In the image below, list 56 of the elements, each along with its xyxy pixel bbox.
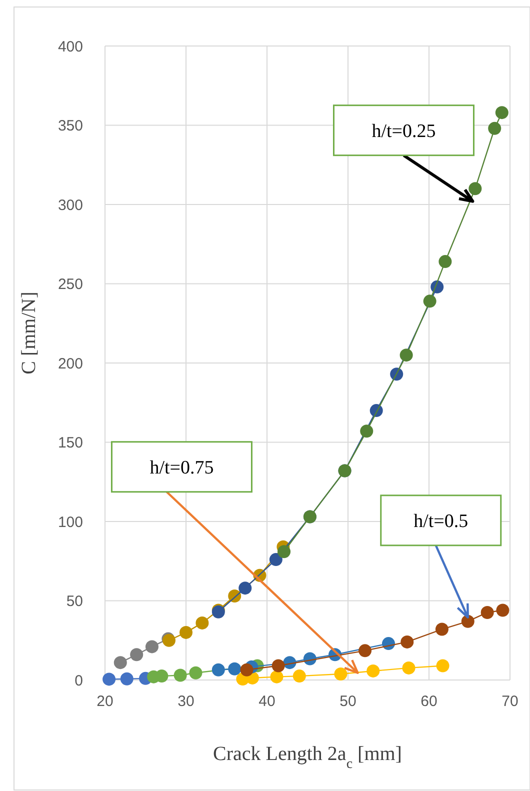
point [212, 663, 225, 676]
y-tick-label: 250 [58, 276, 83, 293]
y-tick-label: 0 [74, 672, 83, 690]
point [468, 182, 482, 196]
point [272, 659, 285, 672]
point [495, 106, 508, 120]
point [358, 644, 372, 658]
point [402, 661, 416, 674]
x-tick-label: 60 [420, 693, 438, 710]
point [240, 663, 254, 676]
point [366, 664, 380, 678]
point [292, 670, 306, 683]
point [334, 667, 348, 680]
annotation: h/t=0.25 [372, 120, 436, 142]
y-tick-label: 50 [66, 593, 83, 610]
point [436, 659, 450, 672]
point [120, 672, 134, 686]
annotation: h/t=0.5 [414, 511, 468, 532]
x-tick-label: 30 [178, 693, 194, 710]
y-tick-label: 100 [58, 514, 83, 531]
point [360, 424, 374, 438]
point [438, 255, 452, 268]
y-tick-label: 350 [58, 118, 83, 134]
point [400, 635, 414, 648]
y-tick-label: 150 [58, 434, 83, 452]
point [461, 614, 474, 628]
point [130, 648, 144, 662]
y-axis-title: C [mm/N] [18, 292, 40, 374]
point [496, 604, 510, 617]
point [189, 666, 202, 680]
point [400, 348, 413, 362]
point [270, 670, 284, 684]
y-tick-label: 200 [58, 355, 83, 372]
point [278, 545, 291, 558]
x-tick-label: 20 [96, 693, 114, 710]
point [145, 640, 158, 654]
point [269, 553, 282, 566]
point [488, 122, 502, 135]
point [102, 672, 116, 686]
point [114, 656, 127, 670]
point [228, 662, 242, 676]
point [480, 606, 494, 619]
x-tick-label: 40 [258, 693, 276, 710]
point [196, 616, 209, 630]
point [180, 626, 192, 639]
x-axis-title: Crack Length 2a$_{c}$ [mm] [213, 743, 402, 772]
annotation: h/t=0.75 [150, 458, 214, 479]
y-tick-label: 300 [58, 196, 83, 214]
point [423, 294, 436, 308]
point [155, 670, 168, 683]
point [238, 582, 252, 595]
x-tick-label: 70 [502, 693, 518, 710]
point [435, 622, 448, 636]
x-tick-label: 50 [340, 693, 356, 710]
y-tick-label: 400 [58, 38, 83, 56]
point [174, 668, 187, 682]
